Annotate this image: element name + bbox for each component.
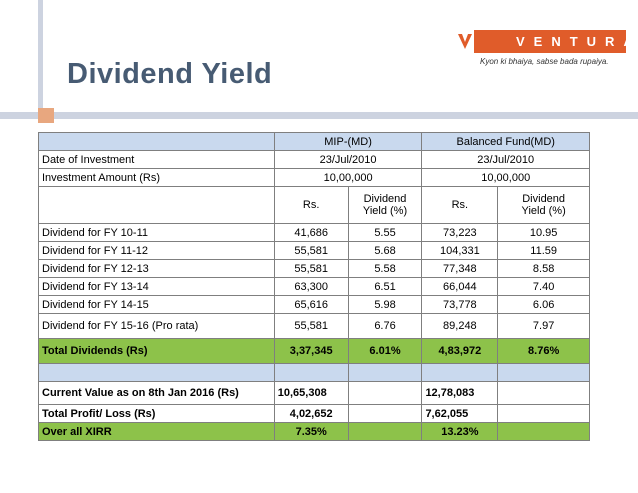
row-rs1: 55,581 bbox=[273, 313, 349, 339]
row-y2: 11.59 bbox=[497, 241, 590, 260]
row-label: Dividend for FY 11-12 bbox=[38, 241, 275, 260]
colhead-yield-line2: Yield (%) bbox=[362, 205, 408, 217]
row-rs2: 89,248 bbox=[421, 313, 499, 339]
profit-label: Total Profit/ Loss (Rs) bbox=[38, 404, 275, 423]
colhead-yield-line1: Dividend bbox=[363, 193, 407, 205]
colhead-yield-line2: Yield (%) bbox=[521, 205, 566, 217]
blank-cell bbox=[497, 381, 590, 405]
xirr-label: Over all XIRR bbox=[38, 422, 275, 441]
colhead-yield-line1: Dividend bbox=[522, 193, 566, 205]
current-v1: 10,65,308 bbox=[273, 381, 349, 405]
decor-accent-square bbox=[38, 108, 54, 123]
xirr-row: Over all XIRR 7.35% 13.23% bbox=[38, 422, 590, 441]
row-rs2: 66,044 bbox=[421, 277, 499, 296]
total-label: Total Dividends (Rs) bbox=[38, 338, 275, 364]
xirr-v1: 7.35% bbox=[273, 422, 349, 441]
table-row: Dividend for FY 14-15 65,616 5.98 73,778… bbox=[38, 295, 590, 314]
spacer-cell bbox=[497, 363, 590, 382]
row-rs1: 55,581 bbox=[273, 259, 349, 278]
blank-cell bbox=[347, 422, 423, 441]
current-value-row: Current Value as on 8th Jan 2016 (Rs) 10… bbox=[38, 381, 590, 405]
date-row: Date of Investment 23/Jul/2010 23/Jul/20… bbox=[38, 150, 590, 169]
row-label: Dividend for FY 15-16 (Pro rata) bbox=[38, 313, 275, 339]
row-label: Dividend for FY 14-15 bbox=[38, 295, 275, 314]
blank-cell bbox=[497, 404, 590, 423]
profit-v1: 4,02,652 bbox=[273, 404, 349, 423]
blank-cell bbox=[347, 404, 423, 423]
total-y1: 6.01% bbox=[347, 338, 423, 364]
blank-cell bbox=[497, 422, 590, 441]
row-rs2: 104,331 bbox=[421, 241, 499, 260]
decor-vertical-bar bbox=[38, 0, 43, 120]
table-row: Dividend for FY 13-14 63,300 6.51 66,044… bbox=[38, 277, 590, 296]
fund2-header: Balanced Fund(MD) bbox=[421, 132, 590, 151]
colhead-rs-fund1: Rs. bbox=[273, 186, 349, 224]
total-dividends-row: Total Dividends (Rs) 3,37,345 6.01% 4,83… bbox=[38, 338, 590, 364]
decor-horizontal-bar bbox=[0, 112, 638, 119]
spacer-cell bbox=[347, 363, 423, 382]
row-y2: 6.06 bbox=[497, 295, 590, 314]
amount-fund2: 10,00,000 bbox=[421, 168, 590, 187]
header-blank bbox=[38, 132, 275, 151]
row-rs1: 65,616 bbox=[273, 295, 349, 314]
ventura-logo: VENTURA Kyon ki bhaiya, sabse bada rupai… bbox=[456, 26, 633, 72]
row-y1: 5.68 bbox=[347, 241, 423, 260]
row-y2: 8.58 bbox=[497, 259, 590, 278]
amount-label: Investment Amount (Rs) bbox=[38, 168, 275, 187]
ventura-v-icon bbox=[456, 30, 474, 53]
colhead-yield-fund1: Dividend Yield (%) bbox=[347, 186, 423, 224]
row-rs1: 63,300 bbox=[273, 277, 349, 296]
row-y1: 5.98 bbox=[347, 295, 423, 314]
dividend-table: MIP-(MD) Balanced Fund(MD) Date of Inves… bbox=[38, 132, 590, 441]
row-label: Dividend for FY 10-11 bbox=[38, 223, 275, 242]
total-rs1: 3,37,345 bbox=[273, 338, 349, 364]
row-y2: 7.97 bbox=[497, 313, 590, 339]
colhead-yield-fund2: Dividend Yield (%) bbox=[497, 186, 590, 224]
row-y1: 5.58 bbox=[347, 259, 423, 278]
logo-band bbox=[474, 30, 626, 53]
row-y1: 6.51 bbox=[347, 277, 423, 296]
blank-cell bbox=[347, 381, 423, 405]
total-profit-row: Total Profit/ Loss (Rs) 4,02,652 7,62,05… bbox=[38, 404, 590, 423]
row-y1: 5.55 bbox=[347, 223, 423, 242]
table-row: Dividend for FY 11-12 55,581 5.68 104,33… bbox=[38, 241, 590, 260]
row-label: Dividend for FY 12-13 bbox=[38, 259, 275, 278]
date-fund1: 23/Jul/2010 bbox=[273, 150, 423, 169]
spacer-cell bbox=[273, 363, 349, 382]
total-rs2: 4,83,972 bbox=[421, 338, 499, 364]
total-y2: 8.76% bbox=[497, 338, 590, 364]
logo-brand: VENTURA bbox=[516, 34, 638, 49]
amount-fund1: 10,00,000 bbox=[273, 168, 423, 187]
row-rs2: 73,223 bbox=[421, 223, 499, 242]
amount-row: Investment Amount (Rs) 10,00,000 10,00,0… bbox=[38, 168, 590, 187]
row-y2: 10.95 bbox=[497, 223, 590, 242]
profit-v2: 7,62,055 bbox=[421, 404, 499, 423]
logo-tagline: Kyon ki bhaiya, sabse bada rupaiya. bbox=[480, 57, 609, 66]
colhead-blank bbox=[38, 186, 275, 224]
column-header-row: Rs. Dividend Yield (%) Rs. Dividend Yield … bbox=[38, 186, 590, 224]
fund-header-row: MIP-(MD) Balanced Fund(MD) bbox=[38, 132, 590, 151]
row-rs2: 73,778 bbox=[421, 295, 499, 314]
date-label: Date of Investment bbox=[38, 150, 275, 169]
row-y1: 6.76 bbox=[347, 313, 423, 339]
spacer-cell bbox=[38, 363, 275, 382]
spacer-row bbox=[38, 363, 590, 382]
row-y2: 7.40 bbox=[497, 277, 590, 296]
table-row: Dividend for FY 10-11 41,686 5.55 73,223… bbox=[38, 223, 590, 242]
table-row: Dividend for FY 15-16 (Pro rata) 55,581 … bbox=[38, 313, 590, 339]
colhead-rs-fund2: Rs. bbox=[421, 186, 499, 224]
xirr-v2: 13.23% bbox=[421, 422, 499, 441]
current-v2: 12,78,083 bbox=[421, 381, 499, 405]
row-rs1: 55,581 bbox=[273, 241, 349, 260]
current-label: Current Value as on 8th Jan 2016 (Rs) bbox=[38, 381, 275, 405]
date-fund2: 23/Jul/2010 bbox=[421, 150, 590, 169]
spacer-cell bbox=[421, 363, 499, 382]
row-rs2: 77,348 bbox=[421, 259, 499, 278]
table-row: Dividend for FY 12-13 55,581 5.58 77,348… bbox=[38, 259, 590, 278]
row-label: Dividend for FY 13-14 bbox=[38, 277, 275, 296]
page-title: Dividend Yield bbox=[67, 58, 273, 90]
row-rs1: 41,686 bbox=[273, 223, 349, 242]
fund1-header: MIP-(MD) bbox=[273, 132, 423, 151]
